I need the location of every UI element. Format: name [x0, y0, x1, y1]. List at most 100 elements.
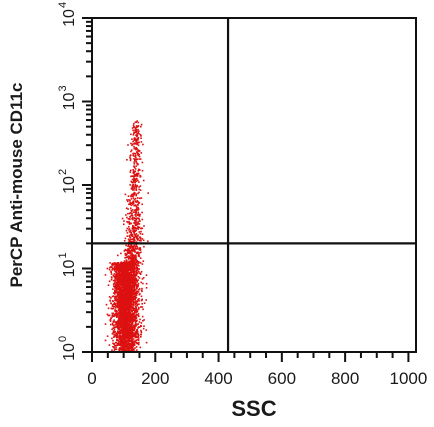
event-point [141, 227, 144, 230]
event-point [117, 302, 120, 304]
event-point [121, 262, 124, 264]
event-point [120, 345, 122, 347]
event-point [138, 153, 140, 156]
event-point [111, 337, 113, 340]
event-point [119, 283, 121, 286]
event-point [114, 281, 116, 284]
event-point [133, 301, 136, 304]
event-point [132, 263, 134, 265]
event-point [128, 329, 130, 332]
event-point [131, 238, 134, 240]
event-point [133, 258, 136, 260]
event-point [123, 309, 125, 312]
event-point [132, 229, 135, 231]
event-point [122, 334, 124, 337]
event-point [136, 235, 138, 238]
event-point [133, 187, 135, 190]
event-point [137, 314, 140, 317]
event-point [133, 298, 135, 301]
event-point [134, 281, 137, 283]
event-point [134, 183, 137, 186]
event-point [115, 264, 118, 266]
event-point [135, 180, 138, 183]
event-point [137, 170, 140, 172]
event-point [130, 207, 132, 210]
event-point [131, 336, 134, 338]
event-point [137, 334, 140, 337]
event-point [117, 325, 120, 327]
event-point [126, 256, 128, 259]
event-point [123, 326, 126, 329]
event-point [122, 330, 125, 332]
event-point [126, 253, 128, 255]
event-point [131, 253, 133, 256]
event-point [125, 275, 128, 277]
event-point [131, 288, 134, 291]
event-point [123, 329, 126, 331]
event-point [119, 280, 122, 283]
event-point [120, 293, 122, 296]
event-point [130, 274, 133, 277]
event-point [131, 337, 133, 340]
event-point [113, 315, 115, 318]
event-point [129, 159, 132, 162]
event-point [136, 349, 138, 351]
event-point [137, 253, 140, 256]
event-point [136, 184, 138, 187]
event-point [131, 299, 133, 302]
event-point [145, 274, 148, 276]
event-point [125, 323, 128, 326]
event-point [119, 326, 122, 329]
event-point [115, 305, 118, 308]
event-point [136, 329, 138, 332]
event-point [140, 141, 143, 143]
event-point [113, 273, 116, 275]
event-point [134, 332, 136, 335]
event-point [124, 269, 127, 271]
event-point [126, 295, 129, 297]
event-point [135, 339, 137, 341]
event-point [115, 266, 117, 268]
event-point [141, 263, 144, 265]
event-point [121, 295, 124, 297]
event-point [138, 130, 140, 133]
event-point [136, 290, 139, 293]
event-point [123, 337, 125, 340]
event-point [127, 208, 129, 210]
event-point [130, 305, 133, 308]
event-point [136, 135, 139, 137]
event-point [111, 316, 113, 318]
event-point [130, 291, 132, 293]
event-point [134, 159, 136, 162]
event-point [112, 321, 115, 323]
event-point [129, 247, 132, 249]
event-point [135, 134, 137, 136]
event-point [119, 304, 122, 306]
event-point [127, 304, 130, 306]
event-point [135, 305, 137, 308]
event-point [118, 270, 120, 273]
event-point [119, 273, 121, 276]
event-point [125, 253, 127, 256]
event-point [123, 317, 125, 319]
event-point [118, 266, 121, 268]
event-point [143, 245, 145, 248]
event-point [131, 295, 134, 297]
event-point [130, 306, 133, 309]
event-point [112, 330, 115, 332]
event-point [133, 264, 135, 267]
event-point [125, 291, 127, 293]
y-tick-label: 102 [57, 169, 78, 194]
event-point [114, 331, 116, 333]
event-point [119, 269, 121, 272]
event-point [128, 328, 131, 330]
event-point [127, 313, 130, 316]
event-point [122, 271, 125, 274]
event-point [120, 324, 122, 326]
event-point [136, 300, 139, 303]
event-point [130, 133, 132, 136]
event-point [115, 341, 118, 344]
event-point [140, 251, 142, 254]
event-point [133, 272, 135, 274]
event-point [130, 175, 132, 178]
